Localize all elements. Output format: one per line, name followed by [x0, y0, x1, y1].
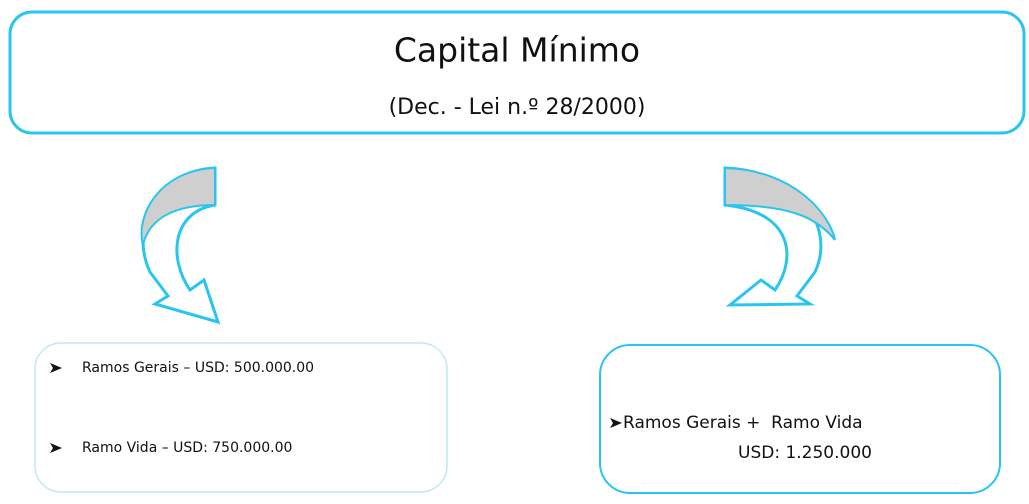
- list-item: Ramos Gerais – USD: 500.000.00: [82, 360, 314, 376]
- bullet: [50, 363, 62, 373]
- list-item: Ramo Vida – USD: 750.000.00: [82, 440, 292, 456]
- header-box: [8, 10, 1026, 135]
- right-box: [599, 344, 1001, 494]
- right-arrow: [723, 166, 836, 307]
- bullet: [610, 418, 622, 428]
- arrow-shade: [724, 166, 836, 241]
- left-box: [34, 342, 448, 493]
- left-arrow: [140, 166, 221, 325]
- title: Capital Mínimo: [394, 31, 640, 70]
- bullet: [50, 443, 62, 453]
- arrow-shade: [140, 166, 216, 246]
- subtitle: (Dec. - Lei n.º 28/2000): [389, 95, 646, 120]
- box-line: USD: 1.250.000: [738, 443, 872, 463]
- box-line: Ramos Gerais + Ramo Vida: [623, 413, 863, 433]
